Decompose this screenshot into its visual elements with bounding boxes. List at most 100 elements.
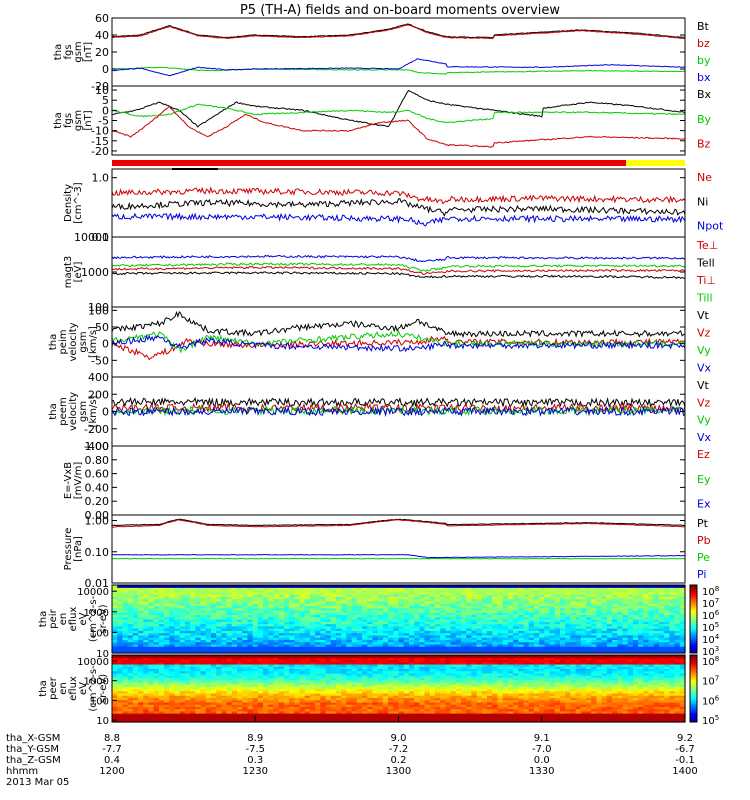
spectrogram-cell xyxy=(518,639,525,643)
spectrogram-cell xyxy=(195,630,202,634)
spectrogram-cell xyxy=(341,587,348,591)
spectrogram-cell xyxy=(179,621,186,625)
spectrogram-cell xyxy=(231,646,238,650)
spectrogram-cell xyxy=(205,706,212,710)
spectrogram-cell xyxy=(627,614,634,618)
spectrogram-cell xyxy=(158,623,165,627)
spectrogram-cell xyxy=(440,648,446,652)
spectrogram-cell xyxy=(294,634,301,638)
spectrogram-cell xyxy=(226,628,233,631)
spectrogram-cell xyxy=(528,598,535,602)
spectrogram-cell xyxy=(382,594,389,597)
spectrogram-cell xyxy=(257,692,264,696)
spectrogram-cell xyxy=(148,591,155,595)
spectrogram-cell xyxy=(179,614,186,618)
spectrogram-cell xyxy=(112,632,118,636)
spectrogram-cell xyxy=(216,688,222,692)
spectrogram-cell xyxy=(216,632,222,636)
spectrogram-cell xyxy=(513,646,519,650)
spectrogram-cell xyxy=(466,630,473,634)
spectrogram-cell xyxy=(304,679,311,683)
spectrogram-cell xyxy=(356,607,363,611)
spectrogram-cell xyxy=(549,619,556,622)
spectrogram-cell xyxy=(158,646,165,650)
spectrogram-cell xyxy=(226,598,233,602)
spectrogram-cell xyxy=(518,594,525,597)
spectrogram-cell xyxy=(320,585,327,588)
spectrogram-cell xyxy=(237,699,243,703)
spectrogram-cell xyxy=(606,628,613,631)
spectrogram-cell xyxy=(184,670,191,674)
spectrogram-cell xyxy=(398,648,405,652)
spectrogram-cell xyxy=(606,596,613,600)
spectrogram-cell xyxy=(320,605,327,609)
spectrogram-cell xyxy=(362,643,368,647)
spectrogram-cell xyxy=(450,587,457,591)
spectrogram-cell xyxy=(289,630,295,634)
spectrogram-cell xyxy=(450,585,457,588)
spectrogram-cell xyxy=(580,605,587,609)
spectrogram-cell xyxy=(221,717,228,721)
spectrogram-cell xyxy=(247,713,254,716)
spectrogram-cell xyxy=(351,605,358,609)
spectrogram-cell xyxy=(153,641,160,645)
spectrogram-cell xyxy=(372,632,379,636)
spectrogram-cell xyxy=(601,596,608,600)
spectrogram-cell xyxy=(549,630,556,634)
spectrogram-cell xyxy=(309,646,316,650)
spectrogram-cell xyxy=(388,591,394,595)
spectrogram-cell xyxy=(544,648,551,652)
spectrogram-cell xyxy=(169,717,176,721)
spectrogram-cell xyxy=(195,690,202,694)
spectrogram-cell xyxy=(112,684,118,687)
spectrogram-cell xyxy=(216,706,222,710)
spectrogram-cell xyxy=(627,596,634,600)
spectrogram-cell xyxy=(627,643,634,647)
spectrogram-cell xyxy=(440,634,446,638)
spectrogram-cell xyxy=(278,688,285,692)
spectrogram-cell xyxy=(335,623,342,627)
spectrogram-cell xyxy=(533,605,540,609)
spectrogram-cell xyxy=(565,634,571,638)
spectrogram-cell xyxy=(580,589,587,593)
spectrogram-cell xyxy=(403,628,410,631)
spectrogram-cell xyxy=(132,621,139,625)
spectrogram-cell xyxy=(138,591,144,595)
spectrogram-cell xyxy=(153,639,160,643)
spectrogram-cell xyxy=(231,639,238,643)
spectrogram-cell xyxy=(132,594,139,597)
spectrogram-cell xyxy=(315,679,321,683)
spectrogram-cell xyxy=(179,717,186,721)
spectrogram-cell xyxy=(231,684,238,687)
spectrogram-cell xyxy=(596,614,603,618)
spectrogram-cell xyxy=(507,639,514,643)
spectrogram-cell xyxy=(481,623,488,627)
spectrogram-cell xyxy=(283,679,290,683)
spectrogram-cell xyxy=(164,650,170,654)
spectrogram-cell xyxy=(299,603,306,606)
spectrogram-cell xyxy=(247,639,254,643)
spectrogram-cell xyxy=(523,600,530,604)
spectrogram-cell xyxy=(195,594,202,597)
spectrogram-cell xyxy=(341,637,348,640)
spectrogram-cell xyxy=(424,616,431,620)
spectrogram-cell xyxy=(148,639,155,643)
spectrogram-cell xyxy=(294,594,301,597)
spectrogram-cell xyxy=(341,688,348,692)
spectrogram-cell xyxy=(539,650,545,654)
y-axis-label-line: peem xyxy=(58,397,69,425)
spectrogram-cell xyxy=(273,708,280,712)
spectrogram-cell xyxy=(356,630,363,634)
spectrogram-cell xyxy=(382,587,389,591)
spectrogram-cell xyxy=(164,600,170,604)
spectrogram-cell xyxy=(388,634,394,638)
spectrogram-cell xyxy=(278,594,285,597)
spectrogram-cell xyxy=(252,686,259,690)
spectrogram-cell xyxy=(341,692,348,696)
y-axis-label-line: tha xyxy=(53,112,64,128)
spectrogram-cell xyxy=(554,637,561,640)
spectrogram-cell xyxy=(539,643,545,647)
spectrogram-cell xyxy=(242,663,249,667)
